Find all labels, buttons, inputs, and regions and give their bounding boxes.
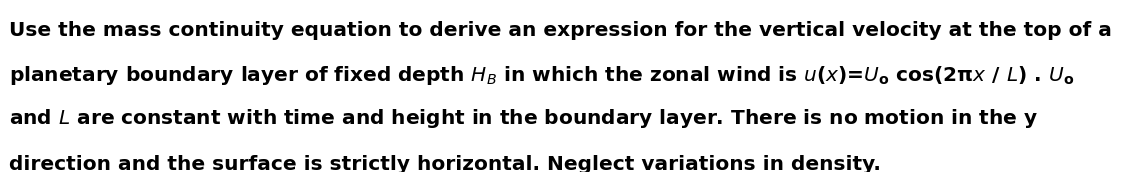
Text: Use the mass continuity equation to derive an expression for the vertical veloci: Use the mass continuity equation to deri… <box>9 21 1112 40</box>
Text: planetary boundary layer of fixed depth $\bf{\mathit{H}}_{\bf{\mathit{B}}}$ in w: planetary boundary layer of fixed depth … <box>9 64 1074 87</box>
Text: direction and the surface is strictly horizontal. Neglect variations in density.: direction and the surface is strictly ho… <box>9 155 881 172</box>
Text: and $\bf{\mathit{L}}$ are constant with time and height in the boundary layer. T: and $\bf{\mathit{L}}$ are constant with … <box>9 107 1038 130</box>
